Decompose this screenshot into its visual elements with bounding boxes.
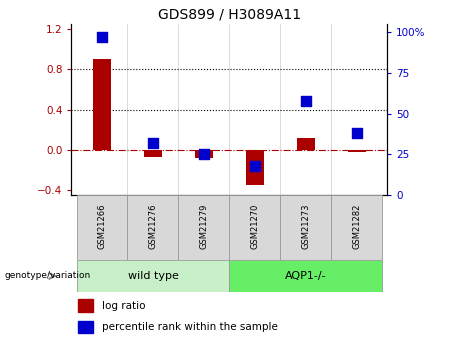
Text: GSM21279: GSM21279 [199,204,208,249]
Bar [246,150,264,185]
Text: GSM21282: GSM21282 [352,204,361,249]
Text: GSM21276: GSM21276 [148,204,158,249]
Bar [77,260,229,292]
Bar [331,195,382,260]
Title: GDS899 / H3089A11: GDS899 / H3089A11 [158,8,301,22]
Bar [144,150,162,157]
Point [302,98,309,104]
Bar [78,299,93,312]
Text: log ratio: log ratio [102,301,146,311]
Bar [297,138,315,150]
Point [200,151,207,157]
Bar [128,195,178,260]
Point [98,34,106,40]
Bar [280,195,331,260]
Bar [229,195,280,260]
Point [251,163,259,168]
Bar [77,195,128,260]
Bar [78,321,93,333]
Bar [93,59,111,150]
Text: GSM21273: GSM21273 [301,204,310,249]
Text: percentile rank within the sample: percentile rank within the sample [102,322,278,332]
Bar [178,195,229,260]
Text: GSM21270: GSM21270 [250,204,260,249]
Text: genotype/variation: genotype/variation [5,272,91,280]
Text: AQP1-/-: AQP1-/- [285,271,326,281]
Text: wild type: wild type [128,271,178,281]
Point [149,140,157,146]
Bar [195,150,213,158]
Bar [348,150,366,152]
Text: GSM21266: GSM21266 [98,204,106,249]
Point [353,130,361,136]
Bar [229,260,382,292]
